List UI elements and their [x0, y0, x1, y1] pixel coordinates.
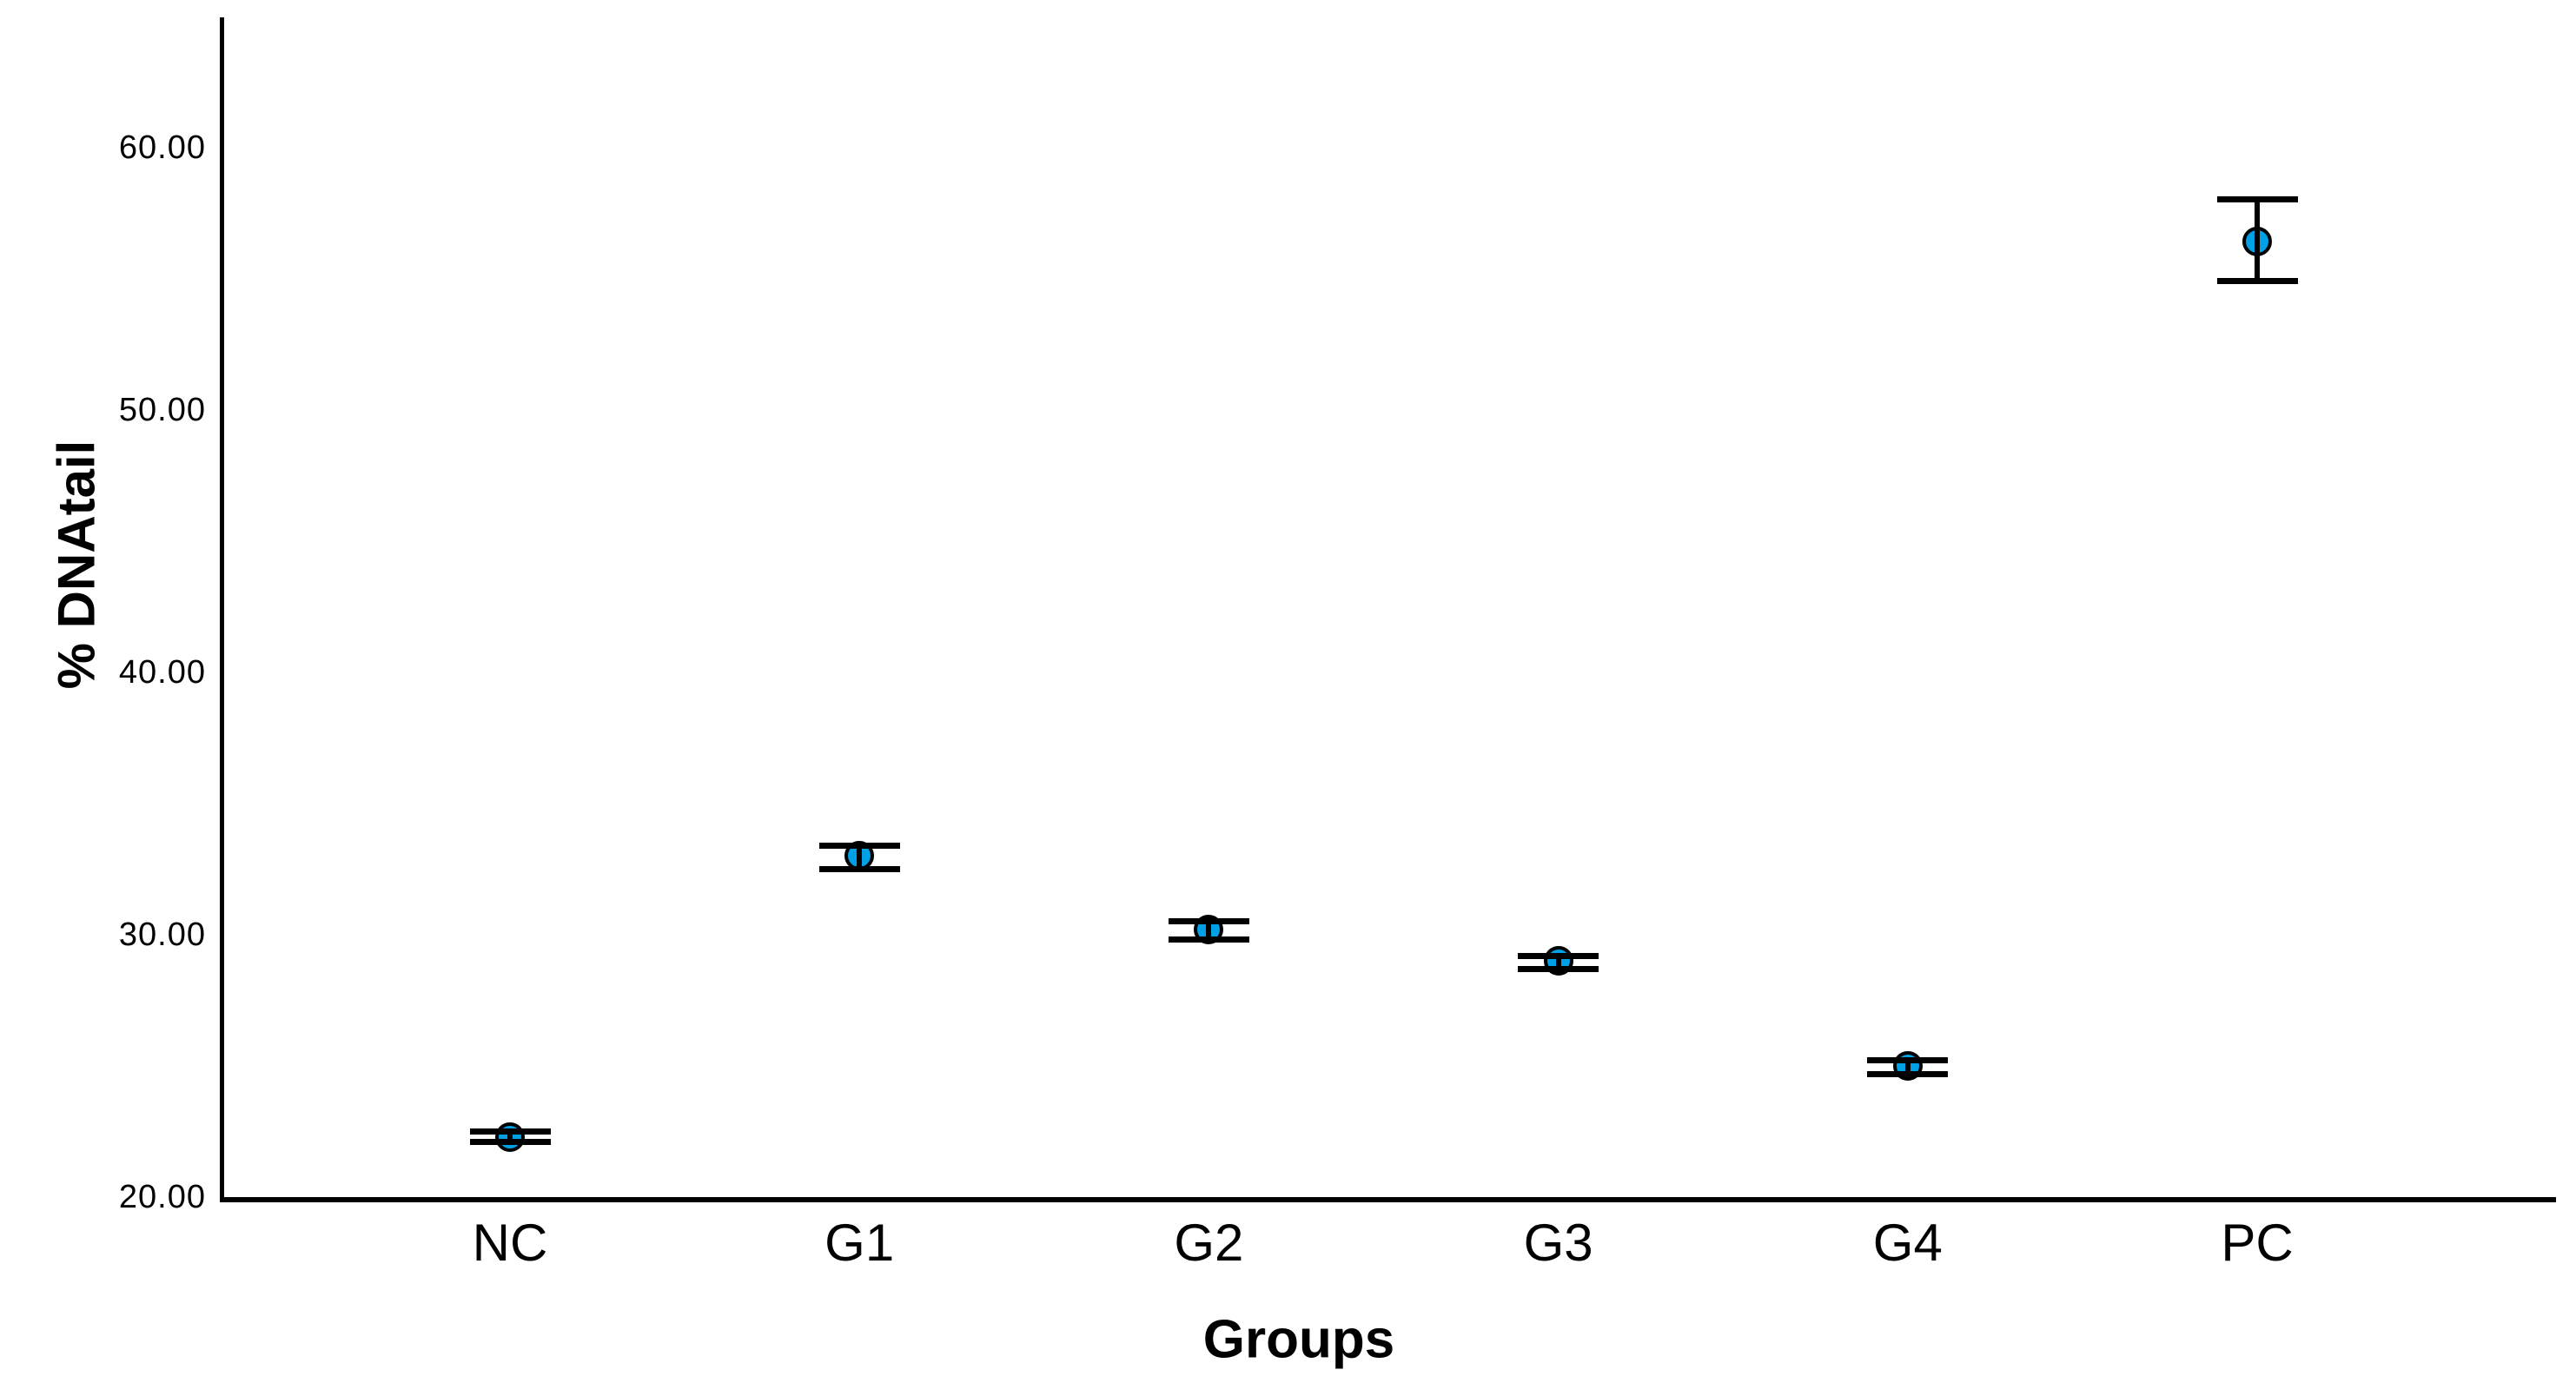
error-bar-cap-bottom: [1168, 936, 1249, 943]
error-bar-cap-bottom: [818, 865, 900, 872]
y-tick-label: 20.00: [118, 1179, 206, 1215]
error-bar-cap-top: [1168, 918, 1249, 925]
error-bar-line: [507, 1131, 513, 1142]
error-bar-cap-bottom: [2216, 278, 2298, 285]
error-bar-cap-top: [1867, 1057, 1949, 1064]
error-bar-cap-top: [2216, 196, 2298, 203]
category-label: NC: [472, 1214, 548, 1272]
error-bar-line: [1904, 1060, 1910, 1074]
category-label: G1: [824, 1214, 895, 1272]
category-label: G3: [1523, 1214, 1593, 1272]
error-bar-cap-top: [1518, 952, 1599, 959]
error-bar-line: [1555, 956, 1561, 969]
y-tick-label: 60.00: [118, 129, 206, 166]
y-tick-label: 40.00: [118, 653, 206, 691]
error-bar-cap-bottom: [1867, 1070, 1949, 1077]
category-label: G4: [1872, 1214, 1943, 1272]
error-bar-line: [2255, 199, 2260, 281]
error-bar-cap-bottom: [469, 1139, 551, 1146]
plot-area: [220, 17, 2556, 1202]
error-bar-line: [1206, 921, 1212, 940]
error-bar-line: [857, 845, 863, 870]
category-label: PC: [2221, 1214, 2294, 1272]
error-bar-cap-top: [469, 1128, 551, 1135]
x-axis-label: Groups: [1202, 1309, 1395, 1370]
error-bar-cap-bottom: [1518, 965, 1599, 972]
category-label: G2: [1174, 1214, 1244, 1272]
y-tick-label: 50.00: [118, 391, 206, 428]
y-tick-label: 30.00: [118, 916, 206, 953]
error-bar-cap-top: [818, 842, 900, 849]
